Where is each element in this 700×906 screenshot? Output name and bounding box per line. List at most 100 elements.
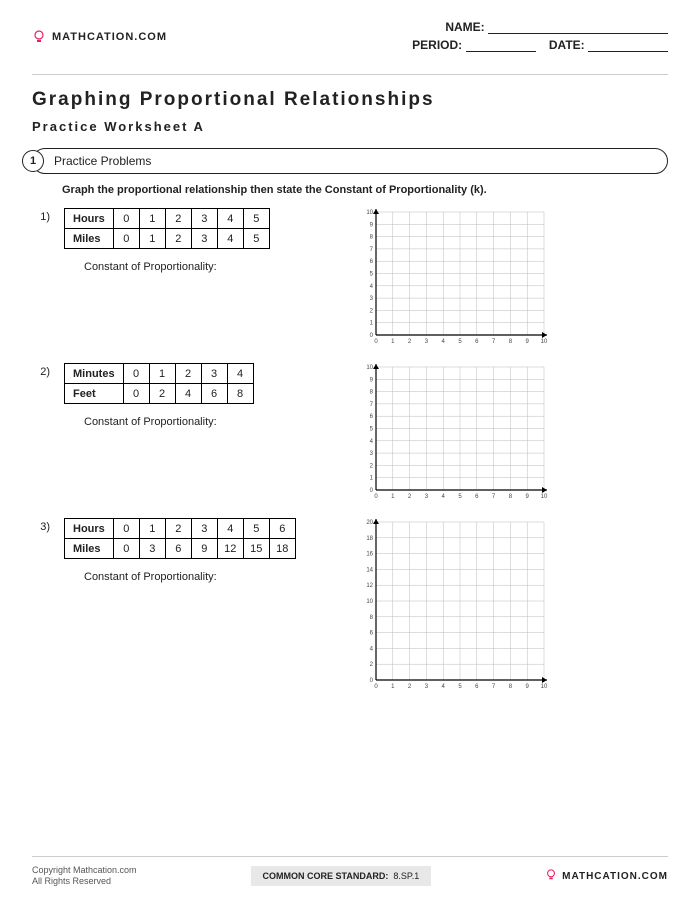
graph-grid: 012345678910012345678910 [358,363,548,508]
svg-text:6: 6 [475,684,479,690]
data-table: Hours0123456 Miles0369121518 [64,518,296,559]
svg-text:4: 4 [442,339,446,345]
problem-number: 3) [32,518,50,533]
problem-left: Hours012345 Miles012345 Constant of Prop… [64,208,344,273]
svg-text:2: 2 [408,339,412,345]
svg-text:6: 6 [475,339,479,345]
problem-2: 2) Minutes01234 Feet02468 Constant of Pr… [32,363,668,508]
ccs-label: COMMON CORE STANDARD: [263,871,389,881]
divider [32,74,668,75]
svg-text:1: 1 [391,684,395,690]
date-label: DATE: [549,38,585,52]
svg-text:4: 4 [370,439,374,445]
svg-text:6: 6 [370,414,374,420]
ccs-value: 8.SP.1 [393,871,419,881]
data-table: Minutes01234 Feet02468 [64,363,254,404]
problem-left: Hours0123456 Miles0369121518 Constant of… [64,518,344,583]
lightbulb-icon [32,30,46,44]
svg-text:1: 1 [391,494,395,500]
graph-grid: 01234567891002468101214161820 [358,518,548,698]
svg-text:7: 7 [370,402,374,408]
svg-text:7: 7 [370,247,374,253]
svg-text:1: 1 [391,339,395,345]
row2-label: Miles [65,229,114,249]
section-label: Practice Problems [54,154,151,168]
svg-text:7: 7 [492,684,496,690]
svg-text:0: 0 [370,678,374,684]
svg-text:6: 6 [475,494,479,500]
svg-text:8: 8 [370,390,374,396]
svg-text:2: 2 [370,308,374,314]
row1-label: Hours [65,209,114,229]
svg-text:8: 8 [370,235,374,241]
svg-text:8: 8 [509,684,513,690]
svg-text:14: 14 [366,567,373,573]
svg-text:4: 4 [370,284,374,290]
svg-text:4: 4 [442,684,446,690]
svg-text:1: 1 [370,321,374,327]
page-subtitle: Practice Worksheet A [32,119,668,134]
svg-text:2: 2 [370,463,374,469]
svg-text:0: 0 [374,339,378,345]
row2-label: Feet [65,384,124,404]
row1-label: Hours [65,519,114,539]
cop-label: Constant of Proportionality: [84,571,344,583]
section-header: 1 Practice Problems [32,148,668,174]
footer-logo: MATHCATION.COM [545,869,668,884]
svg-text:16: 16 [366,552,373,558]
date-blank[interactable] [588,40,668,52]
data-table: Hours012345 Miles012345 [64,208,270,249]
svg-text:6: 6 [370,631,374,637]
footer: Copyright Mathcation.com All Rights Rese… [32,856,668,888]
logo-text: MATHCATION.COM [52,31,167,43]
svg-text:10: 10 [366,599,373,605]
svg-text:10: 10 [366,365,373,371]
lightbulb-icon [545,869,557,884]
problem-number: 1) [32,208,50,223]
svg-text:0: 0 [370,488,374,494]
period-label: PERIOD: [412,38,462,52]
svg-text:7: 7 [492,494,496,500]
svg-text:10: 10 [541,494,548,500]
problem-1: 1) Hours012345 Miles012345 Constant of P… [32,208,668,353]
student-fields: NAME: PERIOD: DATE: [412,20,668,56]
svg-text:9: 9 [526,339,530,345]
svg-text:10: 10 [366,210,373,216]
instructions: Graph the proportional relationship then… [62,184,668,196]
logo: MATHCATION.COM [32,20,167,44]
svg-text:9: 9 [526,684,530,690]
problems-area: 1) Hours012345 Miles012345 Constant of P… [32,208,668,698]
copyright-line1: Copyright Mathcation.com [32,865,137,877]
svg-text:3: 3 [425,339,429,345]
svg-text:5: 5 [370,427,374,433]
svg-text:0: 0 [374,684,378,690]
period-blank[interactable] [466,40,536,52]
svg-text:5: 5 [458,339,462,345]
svg-text:10: 10 [541,684,548,690]
svg-text:6: 6 [370,259,374,265]
svg-text:5: 5 [458,494,462,500]
cop-label: Constant of Proportionality: [84,416,344,428]
svg-text:4: 4 [442,494,446,500]
svg-text:9: 9 [370,222,374,228]
copyright-line2: All Rights Reserved [32,876,137,888]
graph-grid: 012345678910012345678910 [358,208,548,353]
svg-text:3: 3 [425,494,429,500]
svg-text:8: 8 [370,615,374,621]
svg-text:5: 5 [370,272,374,278]
footer-logo-text: MATHCATION.COM [562,871,668,882]
svg-text:4: 4 [370,646,374,652]
header: MATHCATION.COM NAME: PERIOD: DATE: [32,20,668,56]
name-blank[interactable] [488,22,668,34]
svg-text:10: 10 [541,339,548,345]
name-label: NAME: [445,20,484,34]
svg-text:1: 1 [370,476,374,482]
problem-left: Minutes01234 Feet02468 Constant of Propo… [64,363,344,428]
svg-text:3: 3 [425,684,429,690]
svg-text:3: 3 [370,451,374,457]
section-number: 1 [22,150,44,172]
svg-text:9: 9 [370,377,374,383]
svg-text:8: 8 [509,494,513,500]
ccs-box: COMMON CORE STANDARD: 8.SP.1 [251,866,432,886]
svg-text:2: 2 [408,684,412,690]
